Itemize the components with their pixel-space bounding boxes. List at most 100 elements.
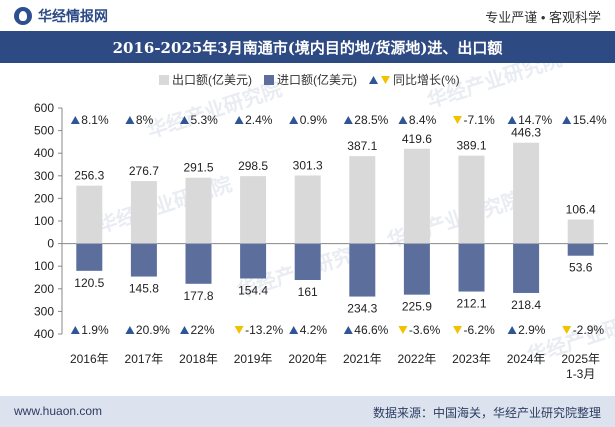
y-tick-label: 300 [34,169,54,183]
export-bar [185,177,212,244]
import-yoy-label: 22% [191,323,215,337]
header-bar: 华经情报网 专业严谨 • 客观科学 [0,0,615,30]
export-bar [403,148,430,244]
import-value-label: 225.9 [402,300,432,314]
y-tick-label: 0 [47,237,54,251]
legend-up-triangle-icon [369,76,378,84]
legend-export-label: 出口额(亿美元) [172,72,252,87]
legend-down-triangle-icon [381,76,390,84]
export-bar [513,142,540,244]
x-category-label: 2022年 [398,352,437,366]
export-yoy-label: 8.4% [409,113,437,127]
import-yoy-triangle-icon [453,326,462,334]
export-yoy-triangle-icon [180,116,189,124]
export-yoy-triangle-icon [398,116,408,124]
export-yoy-label: 5.3% [191,113,219,127]
import-yoy-triangle-icon [289,326,299,334]
import-value-label: 212.1 [456,297,486,311]
import-yoy-triangle-icon [70,326,80,334]
import-yoy-label: -3.6% [409,323,441,337]
export-value-label: 106.4 [566,203,596,217]
import-value-label: 154.4 [238,283,268,297]
import-yoy-label: 46.6% [354,323,388,337]
import-yoy-triangle-icon [562,326,572,334]
export-yoy-triangle-icon [453,116,462,124]
y-tick-label: 200 [34,282,54,296]
y-tick-label: 400 [34,146,54,160]
footer-bar: www.huaon.com 数据来源：中国海关，华经产业研究院整理 [0,396,615,427]
export-yoy-label: 2.4% [245,113,273,127]
import-bar [76,243,103,271]
import-yoy-label: 2.9% [518,323,546,337]
export-yoy-label: 14.7% [518,113,552,127]
import-value-label: 161 [298,285,318,299]
tagline: 专业严谨 • 客观科学 [485,10,601,25]
legend-import-label: 进口额(亿美元) [277,72,357,87]
legend-export-swatch [159,75,169,85]
export-yoy-triangle-icon [289,116,299,124]
export-bar [294,175,321,244]
export-bar [567,219,594,244]
export-bar [76,185,103,244]
export-value-label: 276.7 [129,164,159,178]
export-value-label: 291.5 [183,161,213,175]
axes: 600 500 400 300 200 100 0 100 200 300 400 [34,101,608,341]
x-category-label: 2025年 [561,352,600,366]
import-value-label: 53.6 [569,261,593,275]
x-category-label: 1-3月 [566,367,595,381]
footer-website: www.huaon.com [14,404,103,418]
x-category-label: 2016年 [70,352,109,366]
footer-source: 数据来源：中国海关，华经产业研究院整理 [372,406,601,420]
chart-svg: 华经产业研究院华经产业研究院华经产业研究院华经产业研究院华经产业研究院华经产业研… [34,63,615,381]
x-category-label: 2023年 [452,352,491,366]
watermark-text: 华经产业研究院 [424,63,565,113]
export-yoy-label: 15.4% [573,113,607,127]
x-axis-labels: 2016年 2017年 2018年 2019年 2020年 2021年 2022年 2023年… [70,352,600,381]
import-yoy-label: 20.9% [136,323,170,337]
import-yoy-label: -6.2% [464,323,496,337]
export-yoy-label: -7.1% [464,113,496,127]
import-bar [458,243,485,292]
y-tick-label: 600 [34,101,54,115]
watermark-text: 华经产业研究院 [94,172,235,238]
y-tick-label: 100 [34,214,54,228]
chart-title: 2016-2025年3月南通市(境内目的地/货源地)进、出口额 [112,38,503,57]
import-bar [403,243,430,295]
y-tick-label: 400 [34,327,54,341]
export-yoy-label: 8.1% [81,113,109,127]
import-yoy-label: -13.2% [245,323,283,337]
export-yoy-triangle-icon [343,116,353,124]
title-bar: 2016-2025年3月南通市(境内目的地/货源地)进、出口额 [0,31,615,63]
bars [76,142,594,297]
export-bar [240,176,267,244]
import-yoy-triangle-icon [507,326,517,334]
export-value-label: 301.3 [293,159,323,173]
export-value-label: 387.1 [347,139,377,153]
import-yoy-label: -2.9% [573,323,605,337]
x-category-label: 2021年 [343,352,382,366]
import-yoy-triangle-icon [398,326,408,334]
export-value-label: 298.5 [238,159,268,173]
legend-yoy-label: 同比增长(%) [393,73,460,87]
import-yoy-label: 1.9% [81,323,109,337]
import-yoy-triangle-icon [343,326,353,334]
import-bar [294,243,321,280]
export-bar [130,181,157,244]
import-value-label: 177.8 [183,289,213,303]
import-yoy-label: 4.2% [300,323,328,337]
export-yoy-label: 0.9% [300,113,328,127]
import-yoy-triangle-icon [180,326,189,334]
legend-import-swatch [264,75,274,85]
import-bar [240,243,267,279]
x-category-label: 2020年 [288,352,327,366]
y-tick-label: 100 [34,259,54,273]
import-bar [567,243,594,256]
data-labels: 256.3 120.5 8.1% 1.9% 276.7 145.8 8% 20.9% 291.5… [70,113,607,337]
export-yoy-triangle-icon [70,116,80,124]
x-category-label: 2017年 [125,352,164,366]
export-yoy-triangle-icon [234,116,244,124]
import-value-label: 145.8 [129,282,159,296]
import-bar [130,243,157,277]
export-yoy-triangle-icon [125,116,135,124]
